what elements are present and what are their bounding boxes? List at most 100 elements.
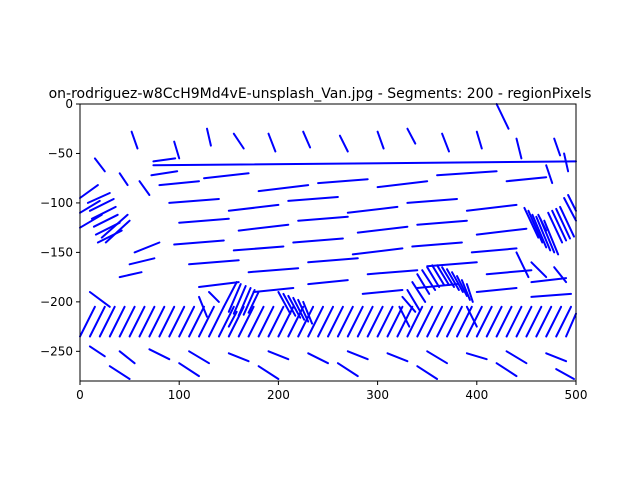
- x-axis: 0 100 200 300 400 500: [76, 381, 587, 402]
- segment-line: [257, 365, 280, 380]
- segment-line: [307, 305, 324, 338]
- segment-line: [475, 130, 483, 150]
- segment-line: [237, 223, 290, 232]
- segment-line: [277, 291, 292, 315]
- segment-line: [531, 213, 548, 249]
- segment-line: [336, 362, 359, 378]
- segment-line: [421, 269, 437, 291]
- segment-line: [553, 137, 562, 157]
- segment-line: [232, 285, 247, 315]
- segment-line: [198, 281, 240, 288]
- segment-line: [346, 205, 399, 214]
- segment-line: [386, 352, 409, 363]
- segment-line: [92, 213, 119, 228]
- segment-line: [277, 305, 295, 338]
- segment-line: [232, 245, 285, 252]
- segment-line: [138, 180, 151, 196]
- segment-line: [138, 305, 156, 338]
- segment-line: [118, 305, 136, 338]
- segment-line: [555, 305, 572, 338]
- segment-line: [446, 268, 460, 291]
- x-tick-label: 100: [168, 388, 191, 402]
- segment-line: [465, 352, 488, 361]
- segment-line: [545, 305, 563, 338]
- segment-line: [118, 350, 136, 365]
- y-tick-label: −50: [48, 146, 73, 160]
- segment-line: [416, 219, 468, 226]
- segment-line: [247, 267, 300, 274]
- segment-line: [376, 130, 385, 150]
- segment-line: [90, 205, 117, 220]
- segment-line: [267, 132, 277, 153]
- x-tick-label: 400: [465, 388, 488, 402]
- segment-line: [148, 305, 166, 338]
- segment-line: [567, 194, 577, 212]
- segment-line: [495, 362, 518, 378]
- y-axis: 0 −50 −100 −150 −200 −250: [40, 97, 80, 358]
- segment-line: [128, 305, 146, 338]
- segment-line: [104, 219, 131, 244]
- segment-line: [431, 264, 446, 286]
- segment-line: [247, 291, 260, 314]
- segment-line: [396, 305, 414, 338]
- y-tick-label: 0: [65, 97, 73, 111]
- y-tick-label: −150: [40, 245, 73, 259]
- segment-line: [386, 305, 404, 338]
- segment-line: [188, 259, 240, 266]
- segment-line: [227, 203, 280, 212]
- segment-line: [98, 305, 116, 338]
- segment-line: [203, 172, 250, 180]
- segment-line: [416, 365, 439, 380]
- segment-line: [108, 305, 126, 338]
- y-tick-label: −250: [40, 344, 73, 358]
- segment-line: [88, 291, 111, 308]
- segment-line: [317, 305, 334, 338]
- segment-line: [465, 283, 474, 303]
- segment-line: [406, 289, 421, 311]
- segment-line: [555, 368, 575, 380]
- segment-line: [401, 295, 417, 313]
- segment-line: [88, 345, 106, 358]
- segment-line: [545, 164, 554, 185]
- segment-line: [88, 305, 106, 338]
- segment-line: [515, 305, 533, 338]
- segment-line: [237, 305, 255, 338]
- plot-frame: [79, 103, 577, 382]
- segment-line: [292, 296, 306, 321]
- segment-line: [267, 305, 285, 338]
- segment-line: [559, 205, 575, 238]
- segment-line: [470, 247, 518, 254]
- segment-line: [152, 160, 577, 167]
- segment-line: [232, 132, 245, 150]
- segment-line: [79, 184, 99, 199]
- segment-line: [416, 283, 458, 289]
- segment-line: [257, 305, 275, 338]
- segment-line: [525, 305, 543, 338]
- segment-line: [539, 217, 556, 254]
- segment-line: [351, 247, 404, 256]
- segment-line: [495, 103, 510, 130]
- segment-line: [267, 350, 290, 361]
- segment-line: [118, 172, 129, 187]
- segment-line: [188, 350, 210, 365]
- segment-line: [208, 291, 220, 303]
- segment-line: [436, 305, 453, 338]
- segment-line: [441, 266, 455, 288]
- segment-line: [242, 289, 256, 316]
- segment-line: [346, 350, 369, 361]
- chart-title: on-rodriguez-w8CcH9Md4vE-unsplash_Van.jp…: [49, 86, 592, 102]
- segment-line: [307, 257, 359, 264]
- segment-line: [535, 305, 553, 338]
- segment-line: [356, 305, 374, 338]
- segment-line: [515, 137, 523, 160]
- x-tick-label: 200: [267, 388, 290, 402]
- segment-line: [356, 225, 409, 234]
- segment-line: [456, 275, 468, 297]
- segment-line: [86, 192, 111, 204]
- segment-line: [217, 305, 235, 338]
- segment-line: [257, 184, 310, 193]
- segment-line: [247, 305, 265, 338]
- segment-line: [188, 305, 205, 338]
- segment-line: [411, 281, 427, 303]
